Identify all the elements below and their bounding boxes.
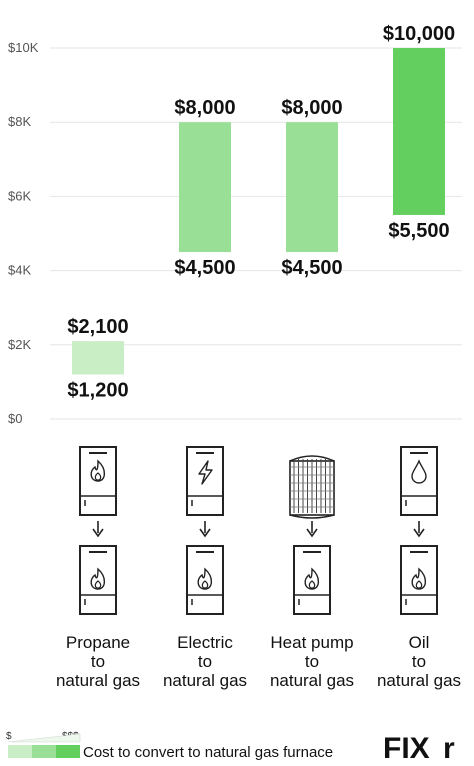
arrow-down-icon (306, 521, 318, 538)
category-label: natural gas (377, 671, 461, 690)
bar-high-label: $2,100 (67, 316, 128, 338)
arrow-down-icon (413, 521, 425, 538)
bar-low-label: $5,500 (388, 220, 449, 242)
fixr-logo: FIX r (383, 732, 455, 765)
flame-icon (79, 446, 117, 516)
y-tick-label: $10K (8, 40, 39, 55)
fire-icon (79, 545, 117, 615)
bar-low-label: $4,500 (174, 257, 235, 279)
fire-icon (400, 545, 438, 615)
category-label: to (198, 652, 212, 671)
bar-low-label: $4,500 (281, 257, 342, 279)
category-label: to (305, 652, 319, 671)
bar-low-label: $1,200 (67, 379, 128, 401)
category-label: Propane (66, 633, 130, 652)
y-tick-label: $8K (8, 114, 31, 129)
fixr-logo-accent: r (443, 732, 455, 765)
category-label: natural gas (163, 671, 247, 690)
category-label: to (91, 652, 105, 671)
category-label: Heat pump (270, 633, 353, 652)
arrow-down-icon (92, 521, 104, 538)
bar-high-label: $8,000 (174, 97, 235, 119)
oil-drop-icon (400, 446, 438, 516)
bar (393, 48, 445, 215)
y-tick-label: $0 (8, 411, 22, 426)
lightning-icon (186, 446, 224, 516)
fire-icon (186, 545, 224, 615)
legend-low-symbol: $ (6, 731, 12, 742)
fire-icon (293, 545, 331, 615)
category-label: to (412, 652, 426, 671)
legend-swatch (32, 745, 56, 758)
legend-text: Cost to convert to natural gas furnace (83, 744, 333, 761)
category-label: Oil (409, 633, 430, 652)
bar-high-label: $8,000 (281, 97, 342, 119)
bar (179, 122, 231, 253)
y-tick-label: $2K (8, 337, 31, 352)
fixr-logo-text: FIX (383, 732, 430, 765)
y-tick-label: $6K (8, 188, 31, 203)
bar (72, 341, 124, 375)
heat-pump-icon (289, 455, 335, 519)
bar-high-label: $10,000 (383, 23, 455, 45)
legend-swatch (56, 745, 80, 758)
category-label: natural gas (56, 671, 140, 690)
legend-scale-ramp (7, 733, 81, 743)
category-label: Electric (177, 633, 233, 652)
arrow-down-icon (199, 521, 211, 538)
y-tick-label: $4K (8, 263, 31, 278)
legend-swatch (8, 745, 32, 758)
bar (286, 122, 338, 253)
category-label: natural gas (270, 671, 354, 690)
